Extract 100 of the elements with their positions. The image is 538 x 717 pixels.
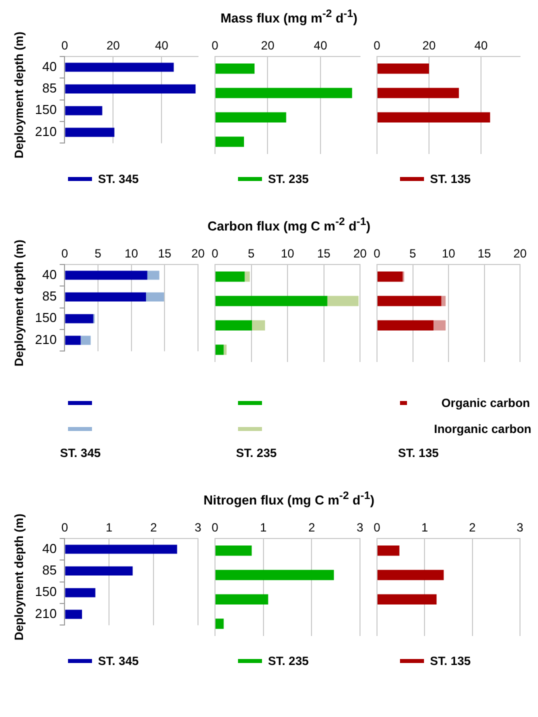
y-tick-label: 210 [34,606,57,621]
x-tick-label: 15 [478,246,492,261]
x-tick-label: 0 [212,246,219,261]
text: ST. 345 [60,446,102,460]
x-tick-label: 0 [212,520,219,535]
y-tick-label: 150 [34,102,57,118]
bar [216,112,286,123]
legend-label: ST. 345 [98,654,139,668]
bar [378,271,403,282]
legend-label: ST. 235 [268,172,309,186]
bar [378,570,444,580]
x-tick-label: 0 [374,246,381,261]
bar [65,270,148,280]
x-tick-label: 0 [374,520,381,535]
x-tick-label: 2 [468,520,476,535]
bar [216,594,268,605]
x-tick-label: 1 [421,520,428,535]
text: ST. 235 [236,446,278,460]
y-axis-title: Deployment depth (m) [12,32,26,158]
y-axis-title: Deployment depth (m) [12,240,26,366]
x-tick-label: 15 [317,246,331,261]
bar [65,128,114,137]
y-tick-label: 85 [42,288,57,304]
bar [65,292,146,302]
x-tick-label: 20 [513,246,527,261]
x-tick-label: 10 [280,246,294,261]
x-tick-label: 3 [194,520,202,535]
x-tick-label: 0 [61,38,68,53]
y-tick-label: 85 [42,80,57,96]
text: Organic carbon [441,396,530,410]
bar [65,544,178,554]
bar [65,588,96,598]
x-tick-label: 20 [353,246,367,261]
bar [216,136,244,147]
chart-title: Mass flux (mg m$^{-2}$ d$^{-1}$) [220,8,358,28]
bar [224,344,227,355]
bar [216,344,224,355]
x-tick-label: 3 [516,520,524,535]
bar [147,270,160,280]
bar [441,296,446,306]
bar [378,296,442,306]
x-tick-label: 20 [422,38,436,53]
x-tick-label: 20 [191,246,205,261]
y-tick-label: 150 [34,584,57,600]
x-tick-label: 0 [374,38,381,53]
legend-label: ST. 235 [268,654,309,668]
bar [216,63,255,74]
bar [146,292,164,302]
x-tick-label: 15 [158,246,172,261]
bar [216,271,245,282]
bar [244,271,250,282]
text: ST. 135 [398,446,440,460]
legend-label: ST. 135 [430,172,471,186]
chart-title: Nitrogen flux (mg C m$^{-2}$ d$^{-1}$) [204,490,374,510]
bar [378,320,434,331]
x-tick-label: 40 [154,38,169,53]
bar [216,570,334,580]
x-tick-label: 40 [314,38,328,53]
x-tick-label: 40 [474,38,488,53]
x-tick-label: 0 [212,38,219,53]
bar [65,84,196,94]
y-tick-label: 85 [42,562,57,578]
x-tick-label: 1 [106,520,113,535]
bar [80,336,91,345]
x-tick-label: 20 [106,38,120,53]
y-tick-label: 150 [34,310,57,326]
bar [378,545,400,556]
bar [378,63,429,74]
y-tick-label: 210 [34,332,57,347]
bar [65,610,82,619]
x-tick-label: 5 [248,246,255,261]
bar [65,106,102,116]
bar [216,618,224,629]
bar [216,320,252,331]
bar [65,566,133,576]
x-tick-label: 0 [61,246,68,261]
bar [65,336,81,345]
bar [252,320,266,331]
bar [216,88,352,98]
x-tick-label: 2 [150,520,158,535]
x-tick-label: 5 [94,246,102,261]
bar [327,296,359,306]
x-tick-label: 1 [260,520,267,535]
y-axis-title: Deployment depth (m) [12,514,26,640]
bar [378,594,437,605]
x-tick-label: 10 [124,246,138,261]
bar [378,112,490,123]
x-tick-label: 5 [409,246,416,261]
bar [65,62,174,72]
x-tick-label: 0 [61,520,68,535]
y-tick-label: 40 [42,540,57,556]
x-tick-label: 2 [308,520,316,535]
bar [216,296,328,306]
x-tick-label: 10 [442,246,456,261]
y-tick-label: 210 [34,124,57,139]
x-tick-label: 20 [261,38,275,53]
y-tick-label: 40 [42,266,57,282]
x-tick-label: 3 [356,520,364,535]
bar [378,88,459,98]
legend-label: ST. 135 [430,654,471,668]
